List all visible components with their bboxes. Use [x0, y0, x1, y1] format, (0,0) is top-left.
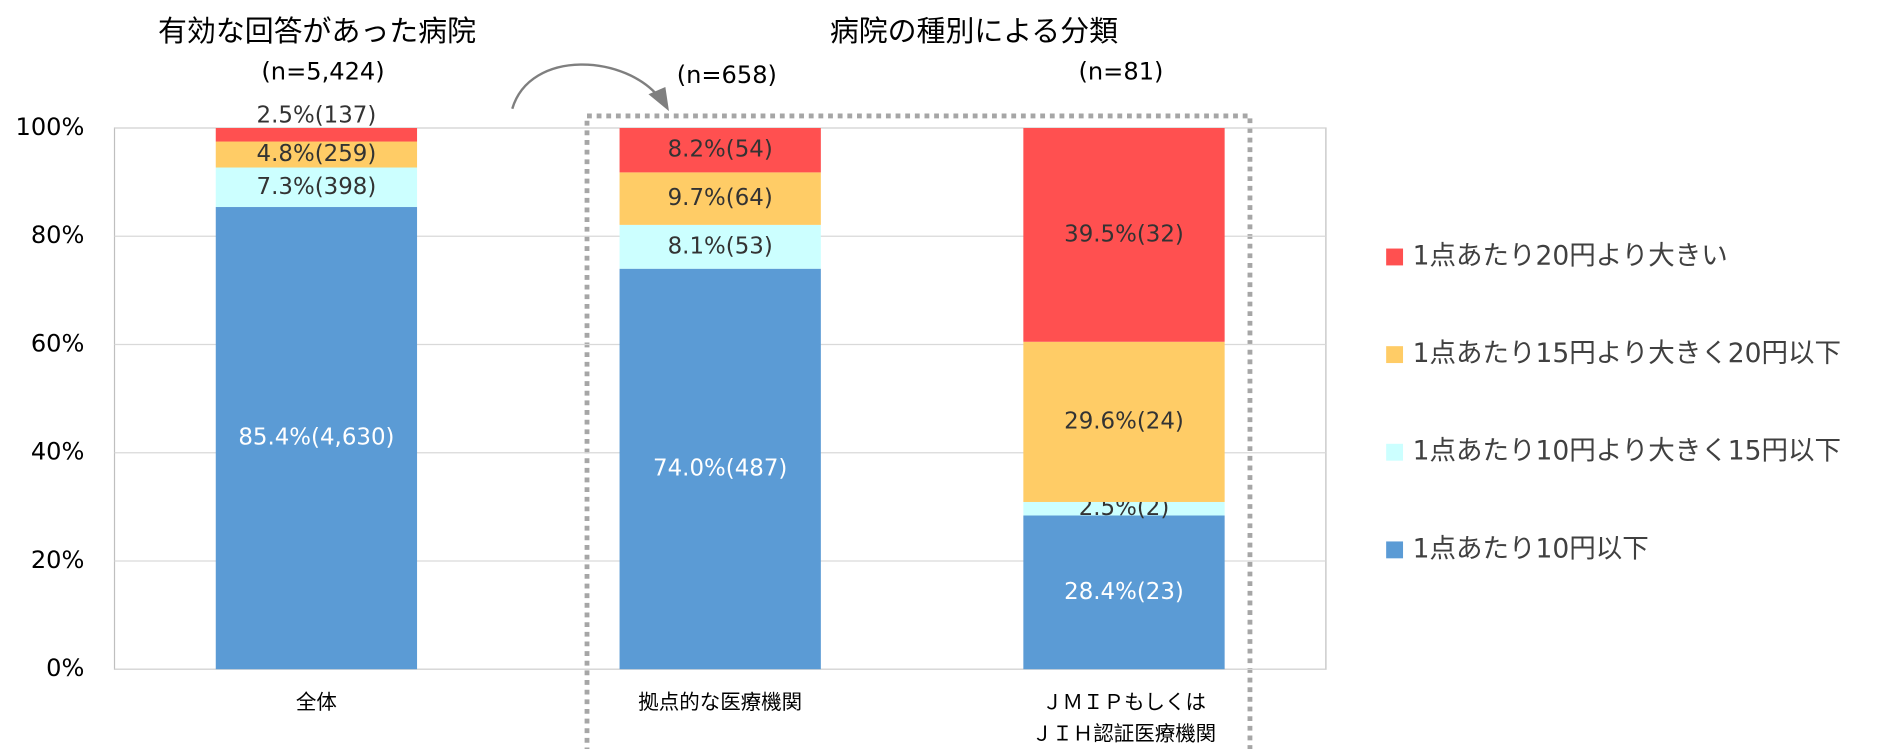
bar-segment	[1023, 341, 1225, 502]
legend-label: 1点あたり20円より大きい	[1413, 240, 1728, 271]
x-tick-label: ＪＩＨ認証医療機関	[1032, 721, 1216, 745]
bar-segment	[1023, 515, 1225, 670]
legend-label: 1点あたり15円より大きく20円以下	[1413, 338, 1841, 369]
bar-segment	[215, 128, 418, 142]
legend-swatch	[1386, 248, 1404, 266]
bar-segment	[619, 128, 821, 173]
x-tick-label: 拠点的な医療機関	[638, 690, 802, 714]
title: 有効な回答があった病院	[158, 14, 476, 48]
data-label: 28.4%(23)	[1064, 579, 1184, 605]
legend-label: 1点あたり10円より大きく15円以下	[1413, 436, 1841, 467]
bar-segment	[1023, 501, 1225, 516]
legend-swatch	[1386, 443, 1404, 461]
group-box	[584, 113, 1253, 749]
bar-segment	[619, 268, 821, 670]
data-label: 2.5%(137)	[257, 102, 377, 128]
y-tick-label: 80%	[31, 221, 85, 249]
legend-label: 1点あたり10円以下	[1413, 533, 1649, 564]
bar-segment	[215, 141, 418, 168]
y-tick-label: 40%	[31, 438, 85, 466]
legend-swatch	[1386, 346, 1404, 364]
bar-segment	[619, 224, 821, 269]
n-label: (n=81)	[1079, 58, 1164, 86]
data-label: 74.0%(487)	[653, 455, 787, 481]
data-label: 29.6%(24)	[1064, 408, 1184, 434]
data-label: 7.3%(398)	[257, 174, 377, 200]
data-label: 8.1%(53)	[668, 233, 773, 259]
title: 病院の種別による分類	[830, 14, 1118, 48]
bar-segment	[215, 167, 418, 208]
bar-segment	[215, 207, 418, 670]
n-label: (n=5,424)	[261, 58, 384, 86]
data-label: 85.4%(4,630)	[238, 425, 394, 451]
data-label: 4.8%(259)	[257, 141, 377, 167]
data-label: 9.7%(64)	[668, 185, 773, 211]
x-tick-label: 全体	[296, 690, 337, 714]
y-tick-label: 100%	[15, 113, 84, 141]
bar-segment	[1023, 128, 1225, 342]
data-label: 8.2%(54)	[668, 137, 773, 163]
n-label: (n=658)	[677, 61, 777, 89]
data-label: 39.5%(32)	[1064, 221, 1184, 247]
y-tick-label: 20%	[31, 546, 85, 574]
y-tick-label: 60%	[31, 329, 85, 357]
x-tick-label: ＪＭＩＰもしくは	[1042, 690, 1206, 714]
bar-segment	[619, 172, 821, 225]
arrow-head	[648, 87, 669, 112]
legend-swatch	[1386, 541, 1404, 559]
arrow	[511, 63, 662, 110]
y-tick-label: 0%	[46, 654, 84, 682]
